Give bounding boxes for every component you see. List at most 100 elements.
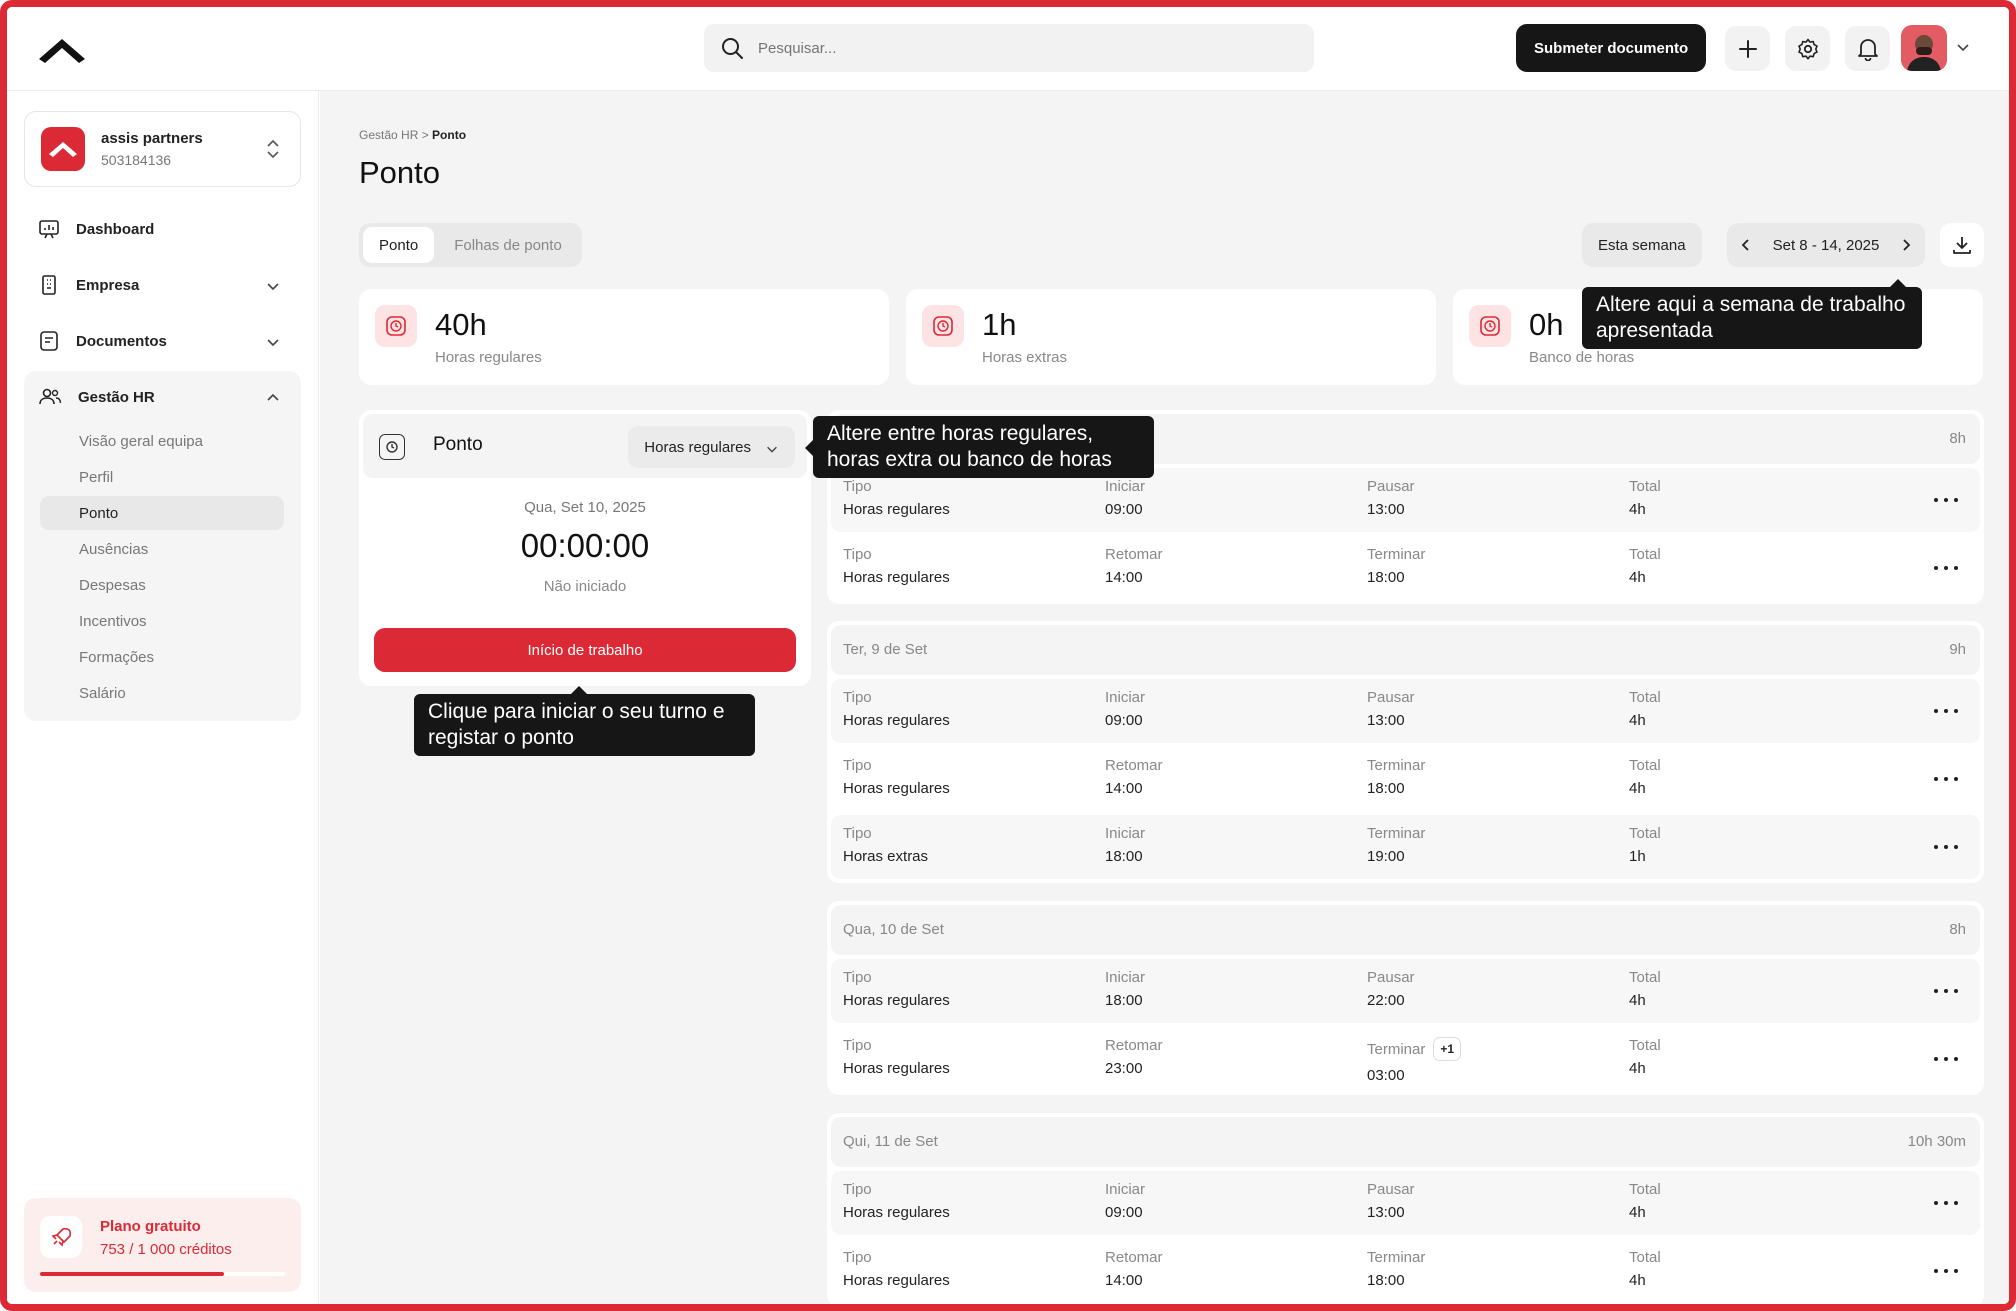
chevron-down-icon xyxy=(267,283,279,291)
breadcrumb-current: Ponto xyxy=(432,128,467,142)
entry-start: Iniciar 09:00 xyxy=(1105,1181,1145,1221)
add-button[interactable] xyxy=(1725,26,1770,71)
search-input[interactable] xyxy=(758,39,1258,57)
time-entry-row[interactable]: Tipo Horas extras Iniciar 18:00 Terminar 19:0… xyxy=(831,815,1980,879)
entry-type: Tipo Horas regulares xyxy=(843,689,950,729)
entry-total: Total 4h xyxy=(1629,969,1661,1009)
sidebar-item-label: Documentos xyxy=(76,332,167,350)
day-card: Qua, 10 de Set 8h Tipo Horas regulares Inici… xyxy=(827,901,1984,1095)
brand-logo-icon[interactable] xyxy=(37,33,87,69)
time-entry-row[interactable]: Tipo Horas regulares Iniciar 09:00 Pausar 13:… xyxy=(831,1171,1980,1235)
hours-type-value: Horas regulares xyxy=(644,438,751,456)
day-hours: 9h xyxy=(1949,641,1966,658)
entry-end-label-text: Pausar xyxy=(1367,689,1415,706)
entry-end-label: Pausar xyxy=(1367,478,1415,495)
sidebar-subitem-visao-geral[interactable]: Visão geral equipa xyxy=(79,432,203,450)
sidebar-item-dashboard[interactable]: Dashboard xyxy=(24,206,301,252)
entry-start: Iniciar 09:00 xyxy=(1105,689,1145,729)
entry-start-value: 14:00 xyxy=(1105,780,1143,797)
breadcrumb-separator: > xyxy=(418,128,433,142)
user-avatar[interactable] xyxy=(1901,25,1947,71)
sidebar-item-documentos[interactable]: Documentos xyxy=(24,318,301,364)
time-entry-row[interactable]: Tipo Horas regulares Retomar 23:00 Terminar +… xyxy=(831,1027,1980,1091)
time-entry-row[interactable]: Tipo Horas regulares Iniciar 09:00 Pausar 13:… xyxy=(831,468,1980,532)
entry-end-label: Pausar xyxy=(1367,689,1415,706)
rocket-icon xyxy=(40,1216,82,1258)
time-entry-row[interactable]: Tipo Horas regulares Iniciar 09:00 Pausar 13:… xyxy=(831,679,1980,743)
chevron-left-icon[interactable] xyxy=(1737,236,1755,254)
tab-ponto[interactable]: Ponto xyxy=(363,227,435,263)
chevron-down-icon[interactable] xyxy=(1955,39,1971,55)
sidebar-subitem-perfil[interactable]: Perfil xyxy=(79,468,114,486)
time-entry-row[interactable]: Tipo Horas regulares Retomar 14:00 Terminar 1… xyxy=(831,747,1980,811)
sidebar-subitem-formacoes[interactable]: Formações xyxy=(79,648,155,666)
company-switcher[interactable]: assis partners 503184136 xyxy=(24,111,301,187)
search-bar[interactable] xyxy=(704,24,1314,72)
notifications-button[interactable] xyxy=(1845,26,1890,71)
plan-card[interactable]: Plano gratuito 753 / 1 000 créditos xyxy=(24,1198,301,1292)
tooltip-hours-type: Altere entre horas regulares, horas extr… xyxy=(805,416,1154,478)
sidebar-item-gestao-hr[interactable]: Gestão HR xyxy=(24,374,301,420)
sidebar-subitem-ponto[interactable]: Ponto xyxy=(40,496,284,530)
entry-type: Tipo Horas regulares xyxy=(843,478,950,518)
download-button[interactable] xyxy=(1940,223,1984,267)
stat-label: Horas extras xyxy=(982,349,1068,366)
time-entry-row[interactable]: Tipo Horas regulares Retomar 14:00 Terminar 1… xyxy=(831,1239,1980,1303)
sidebar-subitem-ausencias[interactable]: Ausências xyxy=(79,540,149,558)
start-work-button[interactable]: Início de trabalho xyxy=(374,628,796,672)
plan-progress-fill xyxy=(40,1272,225,1276)
day-label: Qua, 10 de Set xyxy=(843,921,944,938)
chevron-right-icon[interactable] xyxy=(1897,236,1915,254)
day-header: Qui, 11 de Set 10h 30m xyxy=(831,1117,1980,1167)
time-clock-title: Ponto xyxy=(433,434,483,455)
entry-start: Retomar 14:00 xyxy=(1105,1249,1163,1289)
entry-type-value: Horas regulares xyxy=(843,780,950,797)
more-options-icon[interactable] xyxy=(1934,1049,1958,1069)
entry-end-label-text: Terminar xyxy=(1367,757,1426,774)
entry-total: Total 4h xyxy=(1629,757,1661,797)
entry-end: Pausar 22:00 xyxy=(1367,969,1415,1009)
gear-icon xyxy=(1797,38,1818,59)
day-label: Qui, 11 de Set xyxy=(843,1133,938,1150)
submit-document-button[interactable]: Submeter documento xyxy=(1516,24,1707,72)
tooltip-week: Altere aqui a semana de trabalho apresen… xyxy=(1582,279,1922,349)
download-icon xyxy=(1953,237,1971,254)
plan-credits: 753 / 1 000 créditos xyxy=(100,1241,232,1258)
sidebar-subitem-despesas[interactable]: Despesas xyxy=(79,576,146,594)
this-week-button[interactable]: Esta semana xyxy=(1582,223,1702,267)
entry-end: Terminar +1 03:00 xyxy=(1367,1037,1462,1084)
entry-type-label: Tipo xyxy=(843,689,872,706)
stat-card-regular: 40h Horas regulares xyxy=(359,289,889,385)
entry-start-value: 09:00 xyxy=(1105,501,1143,518)
more-options-icon[interactable] xyxy=(1934,701,1958,721)
tab-folhas-de-ponto[interactable]: Folhas de ponto xyxy=(454,236,562,254)
entry-start-label: Retomar xyxy=(1105,757,1163,774)
sidebar-subitem-incentivos[interactable]: Incentivos xyxy=(79,612,147,630)
entry-total-label: Total xyxy=(1629,825,1661,842)
clock-icon xyxy=(922,305,964,347)
more-options-icon[interactable] xyxy=(1934,981,1958,1001)
entry-type: Tipo Horas regulares xyxy=(843,757,950,797)
day-card: Qui, 11 de Set 10h 30m Tipo Horas regulares… xyxy=(827,1113,1984,1304)
entry-start: Retomar 14:00 xyxy=(1105,757,1163,797)
settings-button[interactable] xyxy=(1785,26,1830,71)
more-options-icon[interactable] xyxy=(1934,558,1958,578)
company-name: assis partners xyxy=(101,130,203,147)
entry-total-label: Total xyxy=(1629,1037,1661,1054)
search-icon xyxy=(722,38,743,59)
entry-total-value: 4h xyxy=(1629,1204,1646,1221)
more-options-icon[interactable] xyxy=(1934,769,1958,789)
sidebar-subitem-salario[interactable]: Salário xyxy=(79,684,126,702)
time-entry-row[interactable]: Tipo Horas regulares Iniciar 18:00 Pausar 22:… xyxy=(831,959,1980,1023)
more-options-icon[interactable] xyxy=(1934,490,1958,510)
hours-type-select[interactable]: Horas regulares xyxy=(628,426,795,468)
breadcrumb-parent[interactable]: Gestão HR xyxy=(359,128,419,142)
sidebar-item-empresa[interactable]: Empresa xyxy=(24,262,301,308)
more-options-icon[interactable] xyxy=(1934,1193,1958,1213)
more-options-icon[interactable] xyxy=(1934,837,1958,857)
time-clock-date: Qua, Set 10, 2025 xyxy=(524,499,646,516)
time-entry-row[interactable]: Tipo Horas regulares Retomar 14:00 Terminar 1… xyxy=(831,536,1980,600)
entry-end-label: Pausar xyxy=(1367,969,1415,986)
entry-total-label: Total xyxy=(1629,757,1661,774)
more-options-icon[interactable] xyxy=(1934,1261,1958,1281)
